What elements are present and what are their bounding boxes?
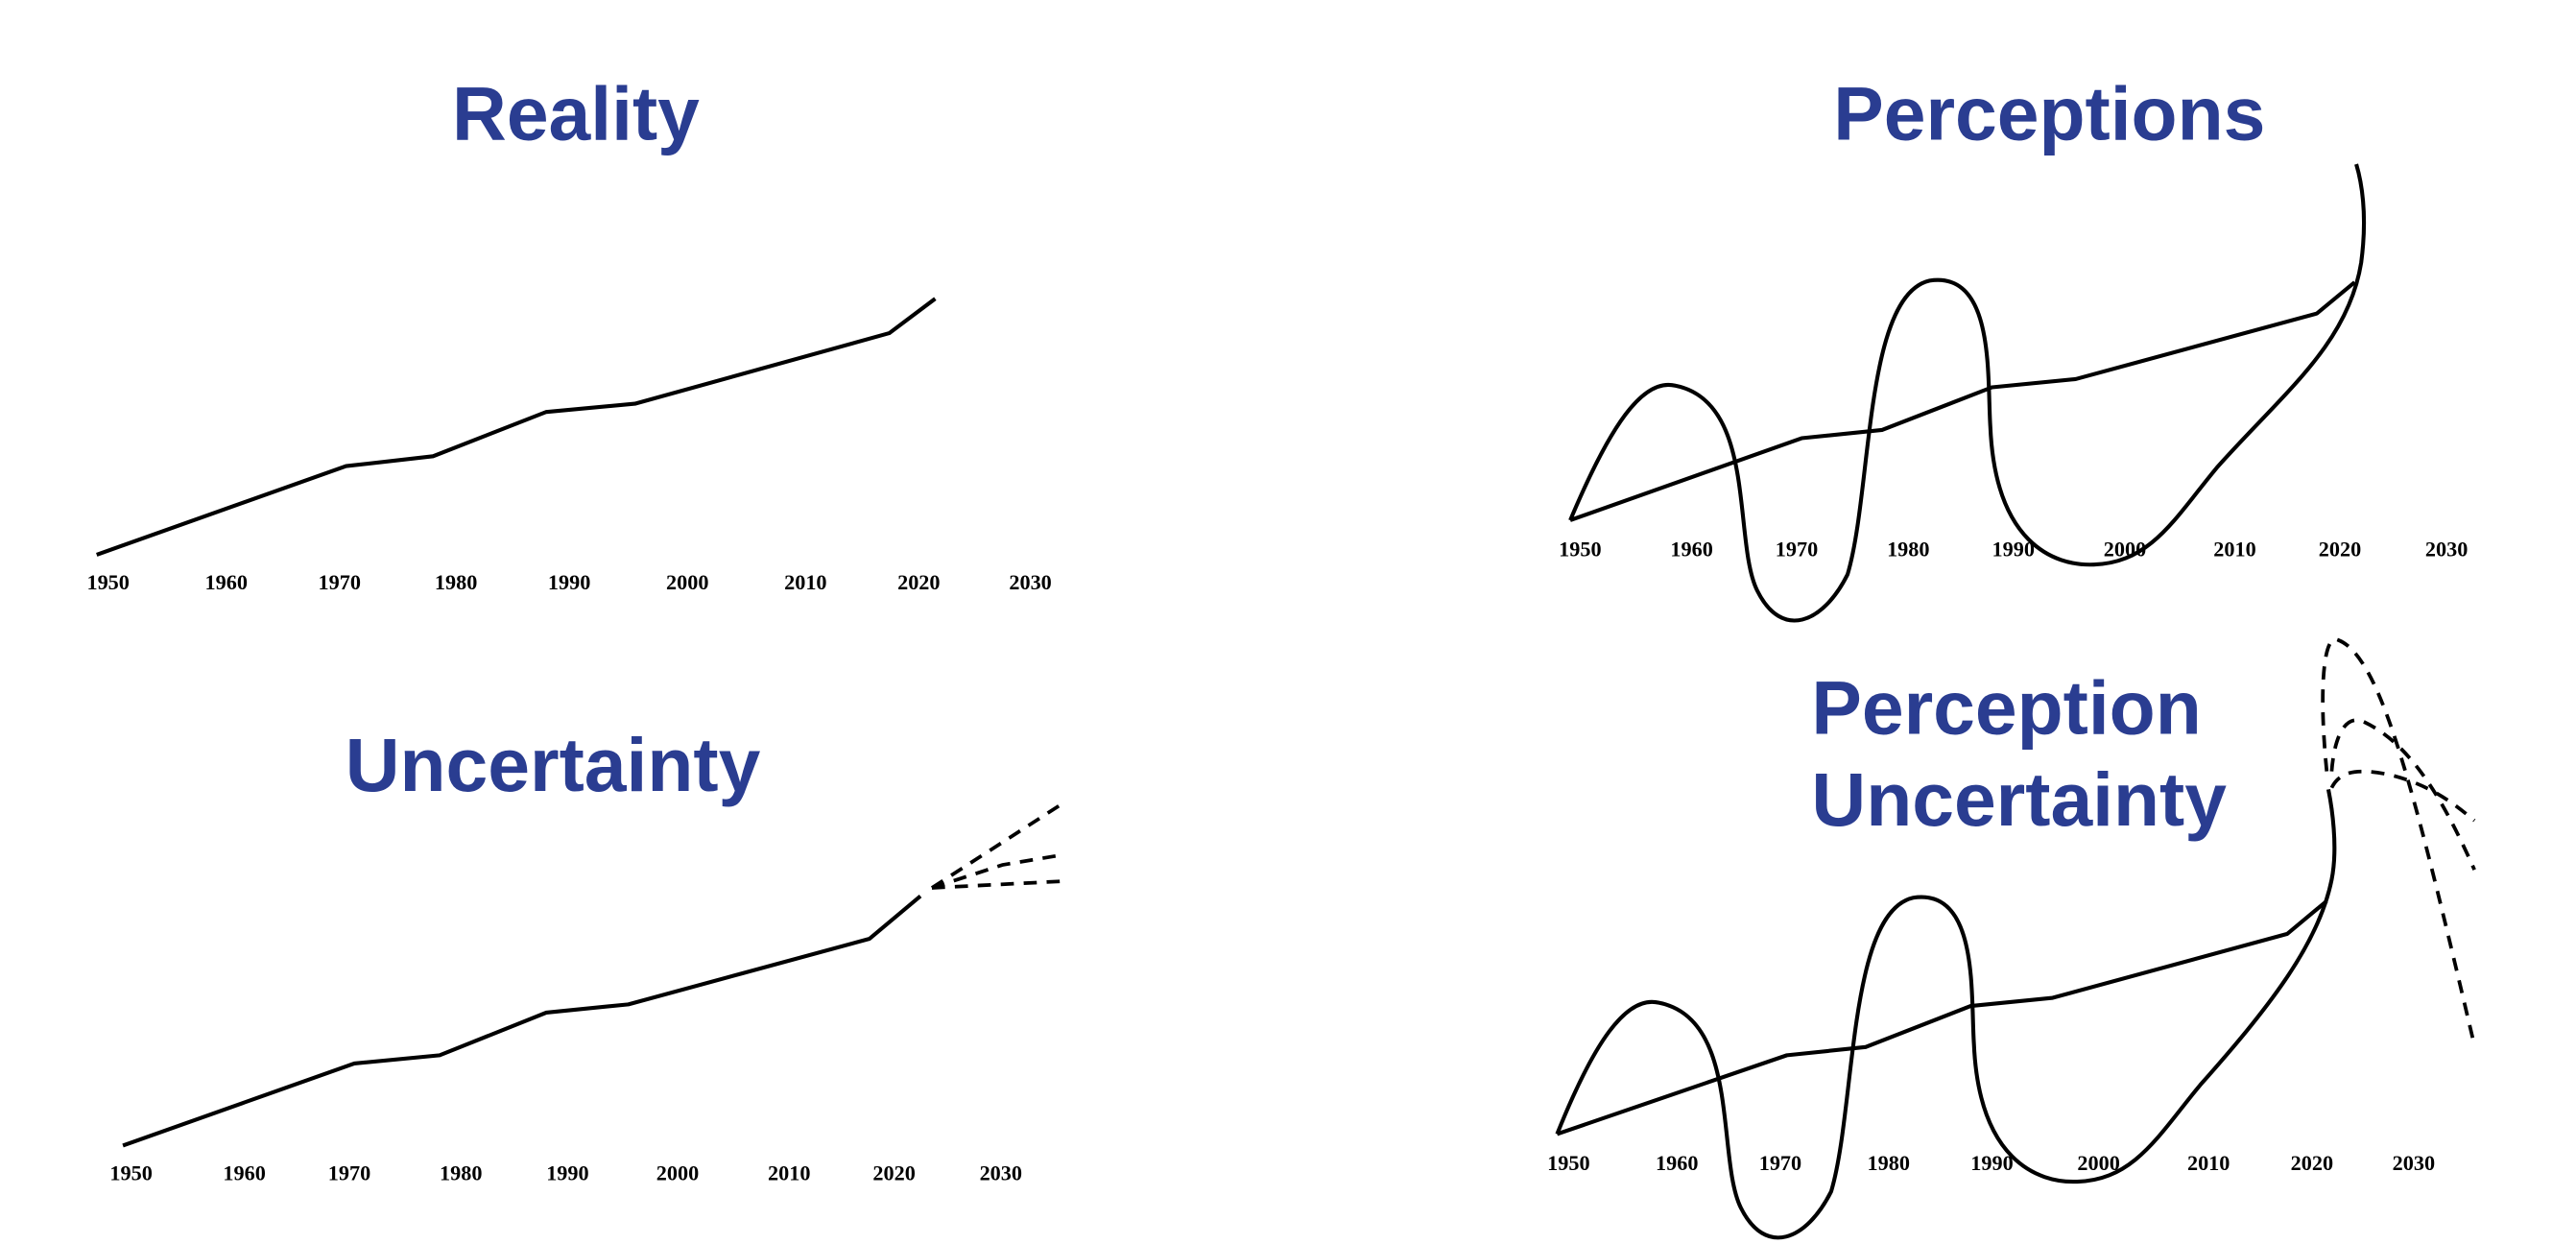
trend-line [122, 894, 922, 1148]
year-label: 1970 [1759, 1151, 1801, 1175]
year-label: 1980 [435, 570, 477, 594]
year-label: 1980 [1887, 538, 1929, 562]
year-label: 2030 [980, 1160, 1022, 1184]
perception-curve [1555, 788, 2337, 1240]
year-labels: 1950 1960 1970 1980 1990 2000 2010 2020 2030 [1547, 1151, 2435, 1175]
perception-curve [1568, 163, 2367, 623]
year-label: 1960 [1670, 538, 1712, 562]
year-label: 1960 [1656, 1151, 1698, 1175]
year-label: 2020 [2291, 1151, 2333, 1175]
year-label: 1970 [319, 570, 361, 594]
year-label: 1950 [86, 570, 129, 594]
scenario-line [930, 802, 1063, 890]
year-label: 2000 [2077, 1151, 2119, 1175]
year-label: 1970 [328, 1160, 370, 1184]
trend-line [1569, 280, 2356, 522]
year-label: 2030 [2393, 1151, 2435, 1175]
scenario-line [2329, 718, 2476, 871]
year-label: 2010 [2213, 538, 2255, 562]
year-labels: 1950 1960 1970 1980 1990 2000 2010 2020 2030 [86, 570, 1051, 594]
year-labels: 1950 1960 1970 1980 1990 2000 2010 2020 2030 [1559, 538, 2468, 562]
panel-title: Reality [452, 71, 700, 156]
year-label: 2010 [2187, 1151, 2230, 1175]
year-label: 1950 [1547, 1151, 1589, 1175]
year-label: 1990 [1992, 538, 2034, 562]
year-label: 1950 [1559, 538, 1601, 562]
year-label: 1990 [546, 1160, 588, 1184]
year-label: 1960 [223, 1160, 265, 1184]
background [17, 0, 2559, 1244]
year-label: 2010 [784, 570, 826, 594]
year-label: 2020 [872, 1160, 915, 1184]
year-label: 1990 [1970, 1151, 2013, 1175]
panel-title: Perceptions [1833, 71, 2265, 156]
year-label: 1980 [440, 1160, 482, 1184]
year-label: 2000 [656, 1160, 699, 1184]
year-label: 2000 [2104, 538, 2146, 562]
year-label: 2020 [2319, 538, 2361, 562]
year-label: 1980 [1868, 1151, 1910, 1175]
panel-title: Uncertainty [346, 723, 761, 807]
panel-title: Perception [1811, 665, 2201, 750]
year-label: 2010 [768, 1160, 810, 1184]
panel-title: Uncertainty [1811, 757, 2227, 842]
year-label: 2030 [1009, 570, 1051, 594]
year-label: 1960 [205, 570, 248, 594]
scenario-line [2329, 769, 2476, 823]
year-label: 2000 [666, 570, 708, 594]
year-label: 2020 [897, 570, 940, 594]
year-label: 1990 [548, 570, 590, 594]
trend-line [96, 297, 937, 557]
year-label: 1950 [109, 1160, 152, 1184]
year-label: 1970 [1776, 538, 1818, 562]
scenario-line [2321, 637, 2476, 1046]
year-labels: 1950 1960 1970 1980 1990 2000 2010 2020 2030 [109, 1160, 1022, 1184]
scenario-line [931, 852, 1062, 890]
year-label: 2030 [2425, 538, 2468, 562]
